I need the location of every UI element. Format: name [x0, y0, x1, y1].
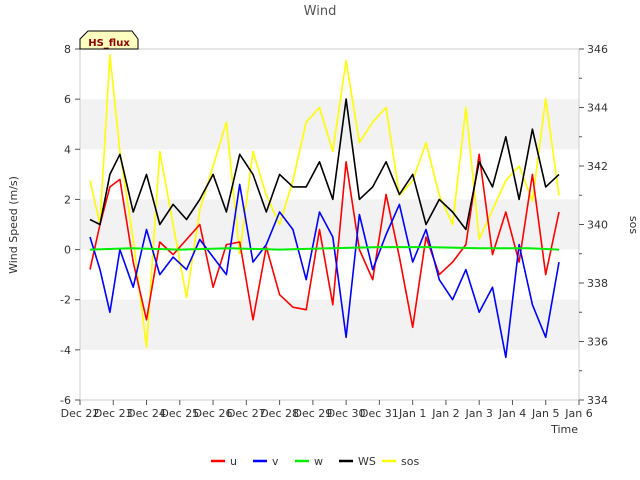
y2-tick-label: 336	[587, 336, 608, 349]
y2-tick-label: 346	[587, 43, 608, 56]
legend-label-ws: WS	[358, 455, 376, 468]
x-tick-label: Dec 26	[194, 407, 233, 420]
y2-tick-label: 342	[587, 160, 608, 173]
y-tick-label: 2	[64, 193, 71, 206]
y-tick-label: 8	[64, 43, 71, 56]
y-tick-label: -2	[60, 294, 71, 307]
series-line-u	[89, 153, 560, 329]
y2-tick-label: 340	[587, 219, 608, 232]
x-tick-label: Dec 27	[227, 407, 266, 420]
grid-band	[80, 199, 579, 250]
y2-tick-label: 338	[587, 277, 608, 290]
legend: u v w WS sos	[211, 455, 419, 468]
series-line-ws	[89, 98, 560, 231]
legend-label-sos: sos	[401, 455, 419, 468]
grid-bands	[80, 99, 579, 350]
x-tick-label: Dec 30	[327, 407, 366, 420]
badge-label: HS_flux	[88, 38, 130, 49]
y-tick-label: -6	[60, 394, 71, 407]
y2-tick-label: 334	[587, 394, 608, 407]
y-axis-left: -6 -4 -2 0 2 4 6 8	[60, 43, 80, 407]
x-tick-label: Dec 24	[127, 407, 166, 420]
series-layer	[89, 53, 560, 359]
y-tick-label: 6	[64, 93, 71, 106]
grid-band	[80, 299, 579, 350]
x-tick-label: Dec 29	[293, 407, 332, 420]
y-axis-label: Wind Speed (m/s)	[7, 176, 20, 274]
series-line-sos	[89, 53, 560, 349]
hs-flux-badge: HS_flux	[79, 30, 139, 50]
x-tick-label: Dec 22	[61, 407, 100, 420]
series-line-w	[89, 246, 560, 251]
series-line-v	[89, 183, 560, 359]
x-tick-label: Jan 2	[431, 407, 459, 420]
legend-label-u: u	[230, 455, 237, 468]
x-tick-label: Jan 3	[464, 407, 492, 420]
y-tick-label: -4	[60, 344, 71, 357]
chart-title: Wind	[304, 4, 337, 19]
badge-shape	[79, 30, 139, 50]
legend-label-v: v	[272, 455, 279, 468]
y2-tick-label: 344	[587, 102, 608, 115]
y-tick-label: 0	[64, 244, 71, 257]
legend-label-w: w	[314, 455, 323, 468]
x-tick-label: Jan 4	[498, 407, 526, 420]
x-tick-label: Dec 25	[160, 407, 199, 420]
x-tick-label: Dec 31	[360, 407, 399, 420]
y-axis-right: 334 336 338 340 342 344 346	[579, 43, 608, 407]
x-tick-label: Jan 6	[564, 407, 592, 420]
x-tick-label: Jan 5	[531, 407, 559, 420]
x-tick-label: Jan 1	[398, 407, 426, 420]
y-tick-label: 4	[64, 143, 71, 156]
x-tick-label: Dec 28	[260, 407, 299, 420]
y2-axis-label: sos	[627, 216, 640, 234]
x-axis-label: Time	[550, 423, 578, 436]
x-tick-label: Dec 23	[94, 407, 133, 420]
